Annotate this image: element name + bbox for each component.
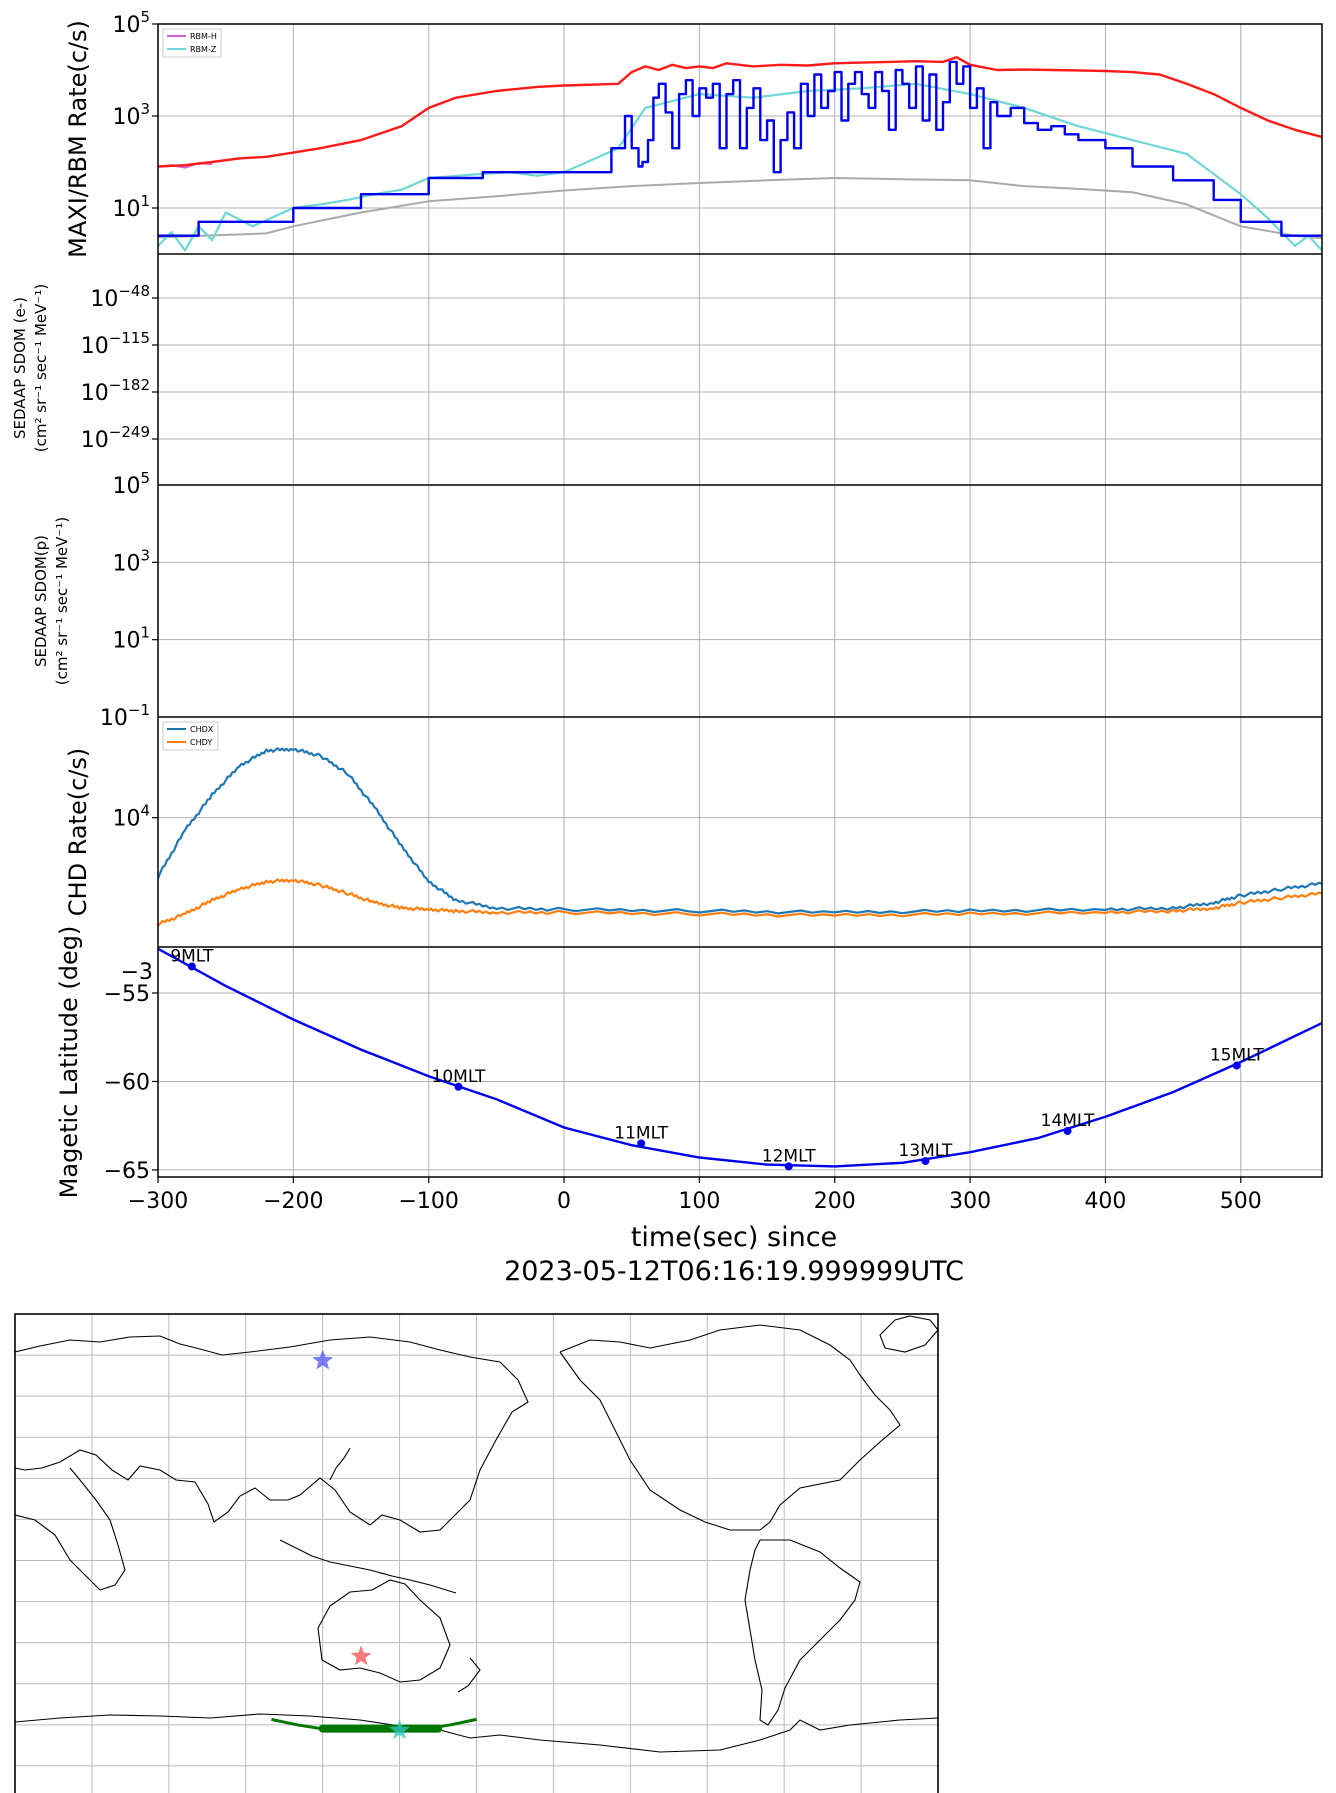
panel-sdom-p: SEDAAP SDOM(p) (cm² sr⁻¹ sec⁻¹ MeV⁻¹) [32, 517, 71, 685]
panel-frames [157, 23, 1323, 1178]
series-line-maglat [158, 947, 1322, 1168]
mlt-marker [454, 1082, 463, 1091]
y-tick-label-maglat: −55 [104, 982, 150, 1007]
x-tick-label: 200 [814, 1189, 856, 1214]
mlt-marker [921, 1157, 930, 1166]
series-line-upper [158, 56, 1322, 168]
y-tick-label-maglat: −60 [104, 1070, 150, 1095]
ylabel-sdom-p: SEDAAP SDOM(p) [32, 535, 50, 667]
mlt-label: 10MLT [432, 1067, 486, 1087]
xlabel-date: 2023-05-12T06:16:19.999999UTC [504, 1256, 964, 1287]
series-line-chdx [158, 747, 1322, 915]
x-tick-label: 100 [678, 1189, 720, 1214]
coast-indonesia [279, 1539, 457, 1594]
x-tick-label: −300 [128, 1189, 188, 1214]
x-tick-label: 0 [557, 1189, 571, 1214]
y-tick-label-maglat: −65 [104, 1159, 150, 1184]
world-map [14, 1313, 939, 1793]
mlt-marker [637, 1139, 646, 1148]
y-tick-label-sdom-p: 103 [112, 546, 150, 576]
star-blue [312, 1349, 334, 1370]
panel-maglat: 9MLT 10MLT 11MLT 12MLT 13MLT 14MLT 15MLT Maget… [55, 926, 1322, 1287]
coast-greenland [879, 1315, 938, 1353]
coast-australia [317, 1579, 451, 1683]
grid-lines [157, 23, 1322, 1177]
mlt-label: 13MLT [899, 1141, 953, 1161]
ylabel-sdom-p-units: (cm² sr⁻¹ sec⁻¹ MeV⁻¹) [53, 517, 71, 685]
panel-sdom-e: SEDAAP SDOM (e-) (cm² sr⁻¹ sec⁻¹ MeV⁻¹) [11, 284, 50, 452]
clipped-tick-label: −3 [121, 960, 153, 985]
mlt-marker [1063, 1127, 1072, 1135]
map-coastlines [15, 1315, 938, 1753]
mlt-label: 12MLT [762, 1146, 816, 1166]
legend-chd: CHDX CHDY [162, 721, 219, 751]
ylabel-maxi-rbm: MAXI/RBM Rate(c/s) [64, 20, 92, 258]
coast-north-america [559, 1324, 901, 1531]
x-tick-label: −100 [398, 1189, 458, 1214]
legend-label-rbm-h: RBM-H [190, 32, 217, 41]
mlt-marker [187, 962, 196, 971]
ylabel-maglat: Magetic Latitude (deg) [55, 926, 83, 1199]
series-line-step [158, 60, 1322, 237]
coast-new-zealand [457, 1657, 481, 1693]
legend-label-rbm-z: RBM-Z [190, 45, 217, 54]
mlt-label: 9MLT [170, 946, 214, 966]
mlt-marker [1232, 1061, 1241, 1070]
tick-labels: −300 −200 −100 0 100 200 300 400 500 101 103 105 10−… [81, 8, 1262, 1214]
map-gridlines [15, 1314, 938, 1793]
legend-label-chdx: CHDX [190, 725, 214, 734]
y-tick-label-rbm: 103 [112, 100, 150, 130]
coast-asia-south [15, 1449, 456, 1533]
y-tick-label-chd: 104 [112, 802, 150, 832]
x-tick-label: −200 [263, 1189, 323, 1214]
coast-north-america-west [559, 1351, 760, 1531]
series-line-chdy [158, 878, 1322, 927]
mlt-marker [784, 1162, 793, 1171]
y-tick-label-sdom-e: 10−249 [81, 423, 150, 453]
coast-south-america [744, 1539, 861, 1726]
coast-japan [329, 1447, 351, 1481]
xlabel: time(sec) since [631, 1222, 837, 1253]
y-tick-label-sdom-e: 10−115 [81, 329, 150, 359]
coast-antarctica [15, 1713, 938, 1753]
ylabel-sdom-e-units: (cm² sr⁻¹ sec⁻¹ MeV⁻¹) [32, 284, 50, 452]
mlt-label: 14MLT [1041, 1111, 1095, 1131]
panel-maxi-rbm: RBM-H RBM-Z MAXI/RBM Rate(c/s) [64, 20, 1322, 258]
mlt-label: 11MLT [614, 1123, 668, 1143]
mlt-label: 15MLT [1210, 1046, 1264, 1066]
y-tick-label-sdom-p: 10−1 [100, 701, 150, 731]
map-frame [14, 1313, 939, 1793]
x-tick-label: 300 [949, 1189, 991, 1214]
coast-africa [15, 1467, 126, 1591]
ylabel-chd: CHD Rate(c/s) [64, 748, 92, 916]
star-red [350, 1645, 372, 1666]
axes-frame [157, 23, 1323, 1178]
x-tick-label: 400 [1084, 1189, 1126, 1214]
y-tick-label-rbm: 105 [112, 8, 150, 38]
series-line-model [158, 177, 1322, 240]
y-tick-label-sdom-p: 105 [112, 469, 150, 499]
ylabel-sdom-e: SEDAAP SDOM (e-) [11, 297, 29, 439]
y-tick-label-rbm: 101 [112, 192, 150, 222]
legend-rbm: RBM-H RBM-Z [162, 28, 222, 58]
panel-chd: CHDX CHDY CHD Rate(c/s) [64, 721, 1322, 927]
y-tick-label-sdom-p: 101 [112, 624, 150, 654]
x-tick-label: 500 [1220, 1189, 1262, 1214]
legend-label-chdy: CHDY [190, 738, 212, 747]
star-cyan [389, 1719, 410, 1740]
y-tick-label-sdom-e: 10−48 [90, 282, 150, 312]
map-overlay [271, 1349, 477, 1740]
y-tick-label-sdom-e: 10−182 [81, 376, 150, 406]
coast-eurasia-north [15, 1335, 529, 1516]
